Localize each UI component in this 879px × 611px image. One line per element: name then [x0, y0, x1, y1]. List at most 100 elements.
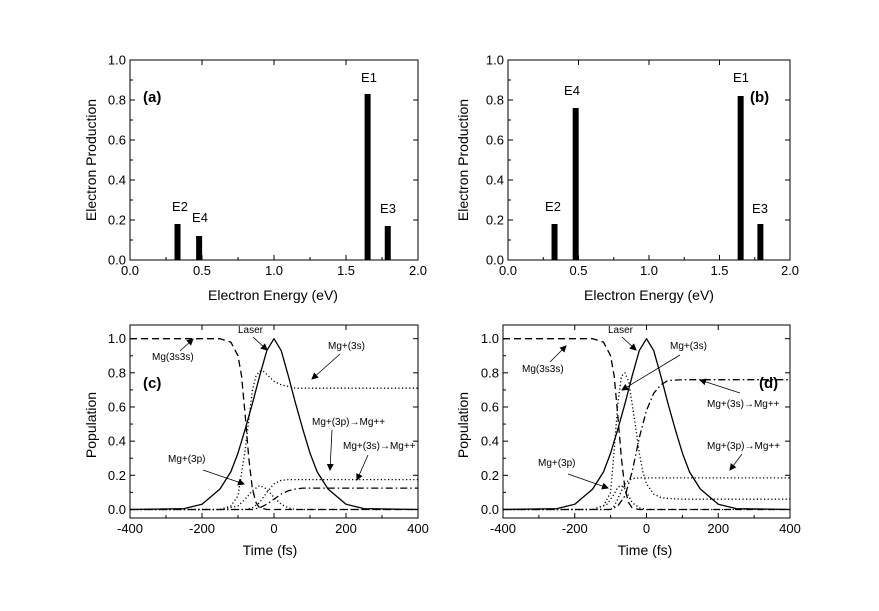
- annotation-c-mgp3p-mgpp: Mg+(3p)→Mg++: [312, 417, 385, 428]
- x-tick-label-d-3: 200: [707, 521, 729, 536]
- x-axis-label-b: Electron Energy (eV): [584, 287, 714, 303]
- y-tick-label-c-4: 0.8: [108, 365, 126, 380]
- x-tick-label-c-3: 200: [335, 521, 357, 536]
- x-axis-label-c: Time (fs): [243, 542, 298, 558]
- bar-label-b-E4: E4: [564, 83, 580, 98]
- x-tick-label-d-2: 0: [643, 521, 650, 536]
- series-c-2: [130, 370, 418, 511]
- x-tick-label-b-1: 0.5: [569, 263, 587, 278]
- y-tick-label-d-3: 0.6: [481, 399, 499, 414]
- x-tick-label-c-2: 0: [270, 521, 277, 536]
- x-tick-label-d-1: -200: [562, 521, 588, 536]
- panel-label-a: (a): [143, 89, 161, 106]
- x-tick-label-a-4: 2.0: [409, 263, 427, 278]
- annotation-c-mgp3p: Mg+(3p): [168, 454, 206, 465]
- y-tick-label-c-2: 0.4: [108, 434, 126, 449]
- series-d-1: [502, 338, 791, 511]
- annotation-d-mgp3p-mgpp-arrow: [729, 453, 743, 471]
- series-d-4: [503, 477, 790, 511]
- x-tick-label-b-2: 1.0: [640, 263, 658, 278]
- y-tick-label-a-4: 0.8: [108, 93, 126, 108]
- bar-b-E1: [737, 96, 744, 260]
- annotation-c-mgp3p-arrow: [202, 469, 245, 486]
- annotation-d-mgp3s-mgpp: Mg+(3s)→Mg++: [707, 399, 780, 410]
- x-tick-label-d-4: 400: [779, 521, 801, 536]
- bar-label-a-E3: E3: [380, 201, 396, 216]
- annotation-c-mgp3p-mgpp-arrow: [326, 429, 334, 471]
- bar-label-a-E1: E1: [361, 70, 377, 85]
- x-tick-label-b-4: 2.0: [781, 263, 799, 278]
- panel-a: (a) Electron Energy (eV) Electron Produc…: [83, 53, 427, 304]
- x-axis-label-d: Time (fs): [618, 542, 673, 558]
- bar-label-a-E2: E2: [172, 199, 188, 214]
- x-tick-label-a-2: 1.0: [265, 263, 283, 278]
- annotation-c-mgp3s-mgpp-arrow: [356, 454, 369, 481]
- series-c-3: [130, 484, 418, 511]
- y-tick-label-b-5: 1.0: [486, 53, 504, 68]
- series-c-5: [130, 487, 418, 511]
- series-d-5: [503, 379, 790, 511]
- annotation-d-mg3s3s-arrow: [549, 345, 567, 363]
- bar-a-E4: [196, 236, 203, 260]
- annotation-c-laser-arrow: [252, 336, 268, 351]
- x-tick-label-d-0: -400: [490, 521, 516, 536]
- bar-label-b-E1: E1: [733, 70, 749, 85]
- panel-b: (b) Electron Energy (eV) Electron Produc…: [455, 53, 799, 304]
- annotation-d-laser: Laser: [608, 325, 634, 336]
- annotation-c-mgp3s: Mg+(3s): [328, 341, 365, 352]
- series-d-3: [503, 484, 790, 511]
- x-tick-label-a-0: 0.0: [121, 263, 139, 278]
- annotation-d-laser-arrow: [621, 336, 637, 351]
- x-axis-label-a: Electron Energy (eV): [208, 287, 338, 303]
- panel-label-b: (b): [750, 89, 769, 106]
- y-tick-label-a-0: 0.0: [108, 253, 126, 268]
- y-tick-label-d-1: 0.2: [481, 468, 499, 483]
- x-tick-label-a-1: 0.5: [193, 263, 211, 278]
- y-tick-label-d-5: 1.0: [481, 331, 499, 346]
- annotation-c-mg3s3s-arrow: [179, 338, 194, 352]
- x-tick-label-a-3: 1.5: [337, 263, 355, 278]
- bar-a-E1: [364, 94, 371, 260]
- y-tick-label-b-4: 0.8: [486, 93, 504, 108]
- plot-frame-d: [502, 324, 791, 519]
- bar-label-b-E3: E3: [752, 201, 768, 216]
- y-tick-label-d-0: 0.0: [481, 502, 499, 517]
- bar-label-a-E4: E4: [192, 210, 208, 225]
- x-tick-label-b-3: 1.5: [710, 263, 728, 278]
- y-tick-label-b-3: 0.6: [486, 133, 504, 148]
- panel-label-d: (d): [759, 375, 778, 392]
- annotation-d-mgp3s-mgpp-arrow: [699, 378, 741, 394]
- y-axis-label-a: Electron Production: [83, 99, 99, 221]
- x-tick-label-b-0: 0.0: [499, 263, 517, 278]
- panel-label-c: (c): [143, 375, 161, 392]
- y-tick-label-a-3: 0.6: [108, 133, 126, 148]
- y-tick-label-d-2: 0.4: [481, 434, 499, 449]
- annotation-c-mg3s3s: Mg(3s3s): [152, 352, 194, 363]
- panel-d: (d) Time (fs) Population Laser Mg(3s3s) …: [455, 324, 801, 558]
- y-axis-label-b: Electron Production: [455, 99, 471, 221]
- plot-frame-b: [507, 59, 791, 261]
- y-tick-label-a-1: 0.2: [108, 213, 126, 228]
- series-c-1: [129, 338, 419, 511]
- series-c-0: [130, 338, 418, 511]
- y-axis-label-d: Population: [455, 392, 471, 458]
- y-tick-label-c-1: 0.2: [108, 468, 126, 483]
- series-d-0: [503, 338, 790, 511]
- series-c-4: [130, 478, 418, 511]
- bar-a-E3: [384, 226, 391, 260]
- bar-b-E2: [551, 224, 558, 260]
- y-tick-label-a-2: 0.4: [108, 173, 126, 188]
- y-axis-label-c: Population: [83, 392, 99, 458]
- plot-frame-a: [129, 59, 419, 261]
- annotation-d-mg3s3s: Mg(3s3s): [522, 364, 564, 375]
- panel-c: (c) Time (fs) Population Laser Mg(3s3s) …: [83, 324, 429, 558]
- x-tick-label-c-0: -400: [117, 521, 143, 536]
- bar-b-E3: [757, 224, 764, 260]
- y-tick-label-c-0: 0.0: [108, 502, 126, 517]
- annotation-c-laser: Laser: [238, 325, 264, 336]
- y-tick-label-b-2: 0.4: [486, 173, 504, 188]
- series-d-2: [503, 372, 790, 511]
- y-tick-label-b-1: 0.2: [486, 213, 504, 228]
- annotation-d-mgp3s: Mg+(3s): [670, 341, 707, 352]
- y-tick-label-c-5: 1.0: [108, 331, 126, 346]
